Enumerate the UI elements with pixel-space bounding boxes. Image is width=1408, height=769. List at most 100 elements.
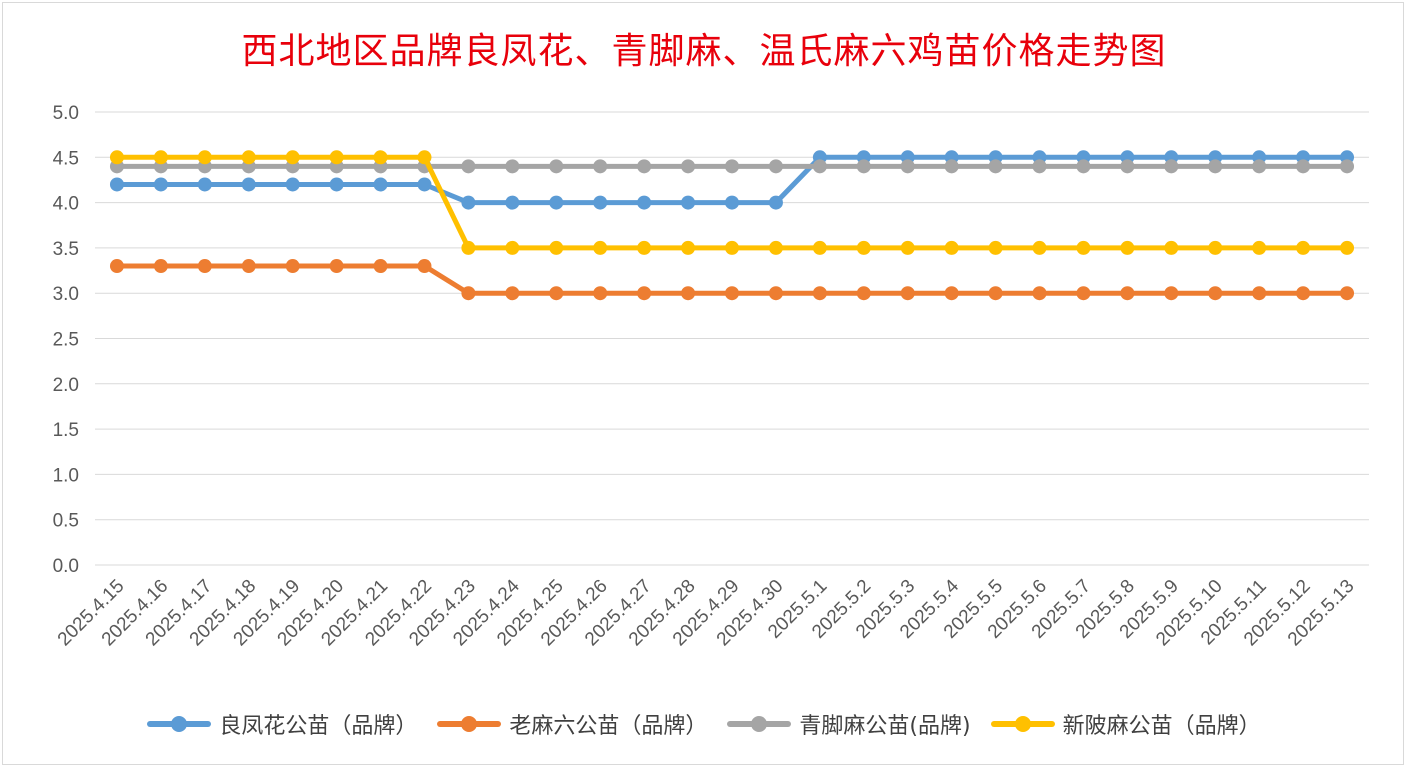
data-point xyxy=(988,286,1003,301)
series-3 xyxy=(109,150,1355,255)
data-point xyxy=(505,240,520,255)
data-point xyxy=(241,150,256,165)
data-point xyxy=(637,286,652,301)
data-point xyxy=(768,195,783,210)
data-point xyxy=(461,195,476,210)
data-point xyxy=(505,195,520,210)
data-point xyxy=(329,150,344,165)
data-point xyxy=(900,286,915,301)
data-point xyxy=(988,240,1003,255)
data-point xyxy=(285,177,300,192)
data-point xyxy=(1340,240,1355,255)
data-point xyxy=(549,286,564,301)
y-tick-label: 0.5 xyxy=(53,511,79,532)
data-point xyxy=(593,240,608,255)
data-point xyxy=(109,177,124,192)
gridlines xyxy=(95,111,1369,566)
data-point xyxy=(197,177,212,192)
data-point xyxy=(900,159,915,174)
data-point xyxy=(681,159,696,174)
series-1 xyxy=(109,259,1355,301)
data-point xyxy=(856,240,871,255)
y-tick-label: 2.5 xyxy=(53,330,79,351)
data-point xyxy=(944,159,959,174)
y-tick-label: 2.0 xyxy=(53,375,79,396)
data-point xyxy=(549,159,564,174)
y-tick-label: 4.5 xyxy=(53,148,79,169)
data-point xyxy=(637,159,652,174)
legend-item: 良凤花公苗（品牌） xyxy=(147,708,417,740)
data-point xyxy=(461,286,476,301)
data-point xyxy=(1164,286,1179,301)
data-point xyxy=(725,195,739,210)
data-point xyxy=(1164,240,1179,255)
legend-marker xyxy=(171,716,188,732)
data-point xyxy=(988,159,1003,174)
legend-swatch xyxy=(437,716,502,732)
data-point xyxy=(944,240,959,255)
data-point xyxy=(153,150,168,165)
data-point xyxy=(417,259,432,274)
data-point xyxy=(109,259,124,274)
y-tick-label: 3.5 xyxy=(53,239,79,260)
data-point xyxy=(637,240,652,255)
series-2 xyxy=(109,159,1355,174)
data-point xyxy=(1076,240,1091,255)
series-lines xyxy=(109,150,1355,301)
legend: 良凤花公苗（品牌） 老麻六公苗（品牌） 青脚麻公苗(品牌) 新陂麻公苗（品牌） xyxy=(0,706,1408,742)
data-point xyxy=(241,259,256,274)
chart-title: 西北地区品牌良凤花、青脚麻、温氏麻六鸡苗价格走势图 xyxy=(241,31,1167,72)
legend-label: 良凤花公苗（品牌） xyxy=(219,714,418,739)
line-chart: 0.0 0.5 1.0 1.5 2.0 2.5 3.0 3.5 4.0 4.5 5.0 2025.4… xyxy=(53,103,1369,650)
data-point xyxy=(856,159,871,174)
data-point xyxy=(549,240,564,255)
data-point xyxy=(637,195,652,210)
x-tick-labels: 2025.4.152025.4.162025.4.172025.4.182025… xyxy=(54,575,1359,650)
data-point xyxy=(768,159,783,174)
legend-swatch xyxy=(990,716,1055,732)
data-point xyxy=(768,240,783,255)
data-point xyxy=(812,286,827,301)
data-point xyxy=(1252,286,1267,301)
y-tick-labels: 0.0 0.5 1.0 1.5 2.0 2.5 3.0 3.5 4.0 4.5 5.0 xyxy=(53,103,79,577)
data-point xyxy=(681,286,696,301)
data-point xyxy=(1296,240,1311,255)
data-point xyxy=(153,259,168,274)
legend-swatch xyxy=(727,716,792,732)
data-point xyxy=(1032,240,1047,255)
data-point xyxy=(944,286,959,301)
data-point xyxy=(1296,159,1311,174)
data-point xyxy=(768,286,783,301)
data-point xyxy=(241,177,256,192)
legend-label: 老麻六公苗（品牌） xyxy=(509,714,708,739)
data-point xyxy=(812,159,827,174)
data-point xyxy=(373,177,388,192)
data-point xyxy=(1340,159,1355,174)
legend-marker xyxy=(751,716,768,732)
data-point xyxy=(725,240,739,255)
data-point xyxy=(1164,159,1179,174)
data-point xyxy=(109,150,124,165)
data-point xyxy=(1076,159,1091,174)
data-point xyxy=(549,195,564,210)
y-tick-label: 5.0 xyxy=(53,103,79,124)
data-point xyxy=(681,195,696,210)
data-point xyxy=(197,150,212,165)
y-tick-label: 1.5 xyxy=(53,420,79,441)
data-point xyxy=(812,240,827,255)
data-point xyxy=(1208,240,1223,255)
data-point xyxy=(725,159,739,174)
data-point xyxy=(1296,286,1311,301)
data-point xyxy=(593,195,608,210)
data-point xyxy=(856,286,871,301)
legend-label: 青脚麻公苗(品牌) xyxy=(799,714,971,739)
legend-swatch xyxy=(147,716,212,732)
legend-marker xyxy=(1014,716,1031,732)
legend-item: 青脚麻公苗(品牌) xyxy=(727,708,971,740)
y-tick-label: 0.0 xyxy=(53,556,79,577)
data-point xyxy=(1120,286,1135,301)
data-point xyxy=(1120,240,1135,255)
y-tick-label: 3.0 xyxy=(53,284,79,305)
data-point xyxy=(725,286,739,301)
data-point xyxy=(417,150,432,165)
